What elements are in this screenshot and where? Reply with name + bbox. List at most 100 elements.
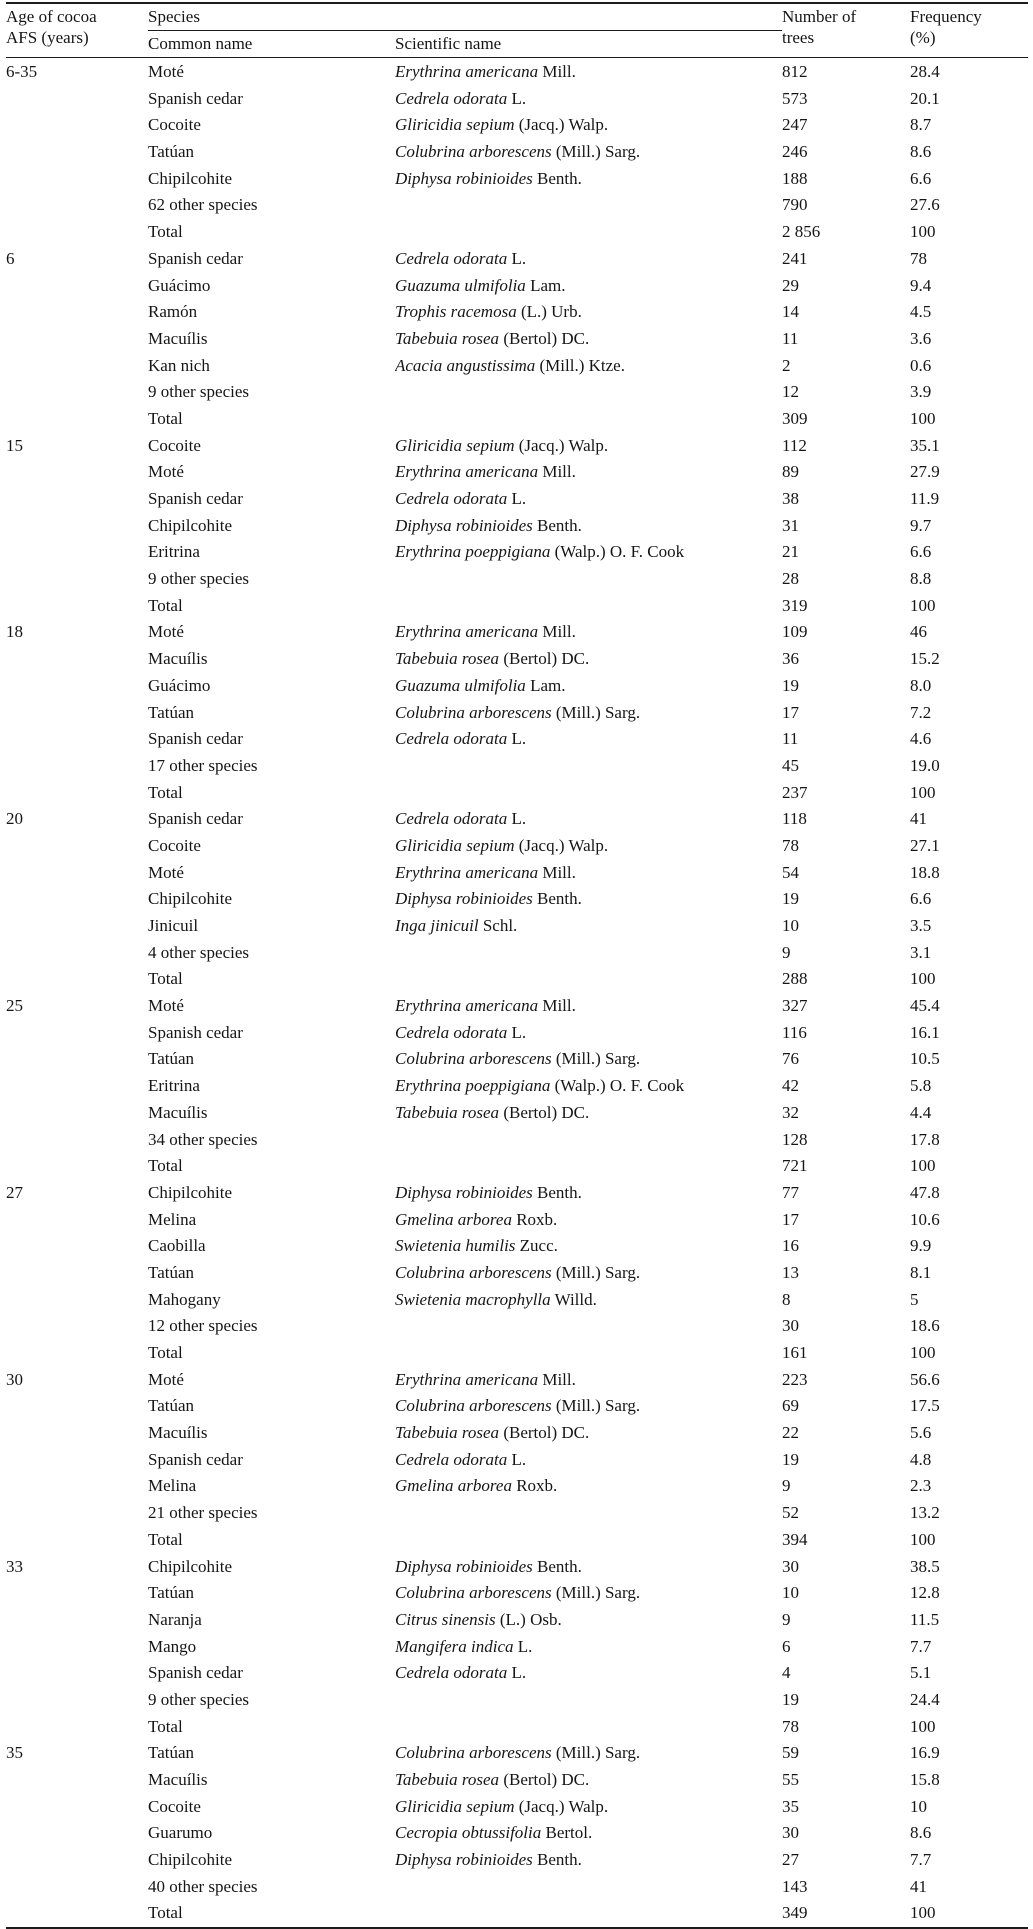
number-of-trees-cell: 30 xyxy=(782,1556,799,1576)
frequency-cell: 4.6 xyxy=(910,729,932,749)
scientific-name-cell: Tabebuia rosea (Bertol) DC. xyxy=(395,649,590,669)
frequency-cell: 56.6 xyxy=(910,1369,940,1389)
number-of-trees-cell: 2 856 xyxy=(782,222,821,242)
common-name-cell: Moté xyxy=(148,462,184,482)
common-name-cell: Tatúan xyxy=(148,1262,195,1282)
common-name-cell: Moté xyxy=(148,996,184,1016)
number-of-trees-cell: 288 xyxy=(782,969,808,989)
table-row: Chipilcohite Diphysa robinioides Benth. 18… xyxy=(6,166,1028,193)
scientific-name-binomial: Cedrela odorata xyxy=(395,729,508,749)
scientific-name-binomial: Colubrina arborescens xyxy=(395,142,552,162)
frequency-cell: 8.8 xyxy=(910,569,932,589)
number-of-trees-cell: 394 xyxy=(782,1529,808,1549)
scientific-name-binomial: Erythrina americana xyxy=(395,1369,539,1389)
number-of-trees-cell: 6 xyxy=(782,1636,791,1656)
age-cell xyxy=(6,219,148,246)
age-cell: 6 xyxy=(6,248,15,268)
frequency-cell: 38.5 xyxy=(910,1556,940,1576)
scientific-name-binomial: Diphysa robinioides xyxy=(395,168,533,188)
common-name-cell: Tatúan xyxy=(148,1583,195,1603)
scientific-name-cell: Citrus sinensis (L.) Osb. xyxy=(395,1609,562,1629)
age-cell xyxy=(6,1633,148,1660)
common-name-cell: Naranja xyxy=(148,1609,202,1629)
table-row: 20 Spanish cedar Cedrela odorata L. 118 41 xyxy=(6,806,1028,833)
table-row: Tatúan Colubrina arborescens (Mill.) Sarg… xyxy=(6,1260,1028,1287)
common-name-cell: Jinicuil xyxy=(148,916,199,935)
scientific-name-cell xyxy=(395,1714,782,1741)
number-of-trees-cell: 17 xyxy=(782,1209,799,1229)
number-of-trees-cell: 52 xyxy=(782,1503,799,1523)
age-cell: 27 xyxy=(6,1182,23,1202)
common-name-cell: 9 other species xyxy=(148,569,250,589)
scientific-name-cell: Trophis racemosa (L.) Urb. xyxy=(395,302,582,322)
scientific-name-cell: Cecropia obtussifolia Bertol. xyxy=(395,1823,593,1843)
age-cell xyxy=(6,886,148,913)
common-name-cell: Spanish cedar xyxy=(148,88,243,108)
header-scientific-name: Scientific name xyxy=(395,30,782,58)
common-name-cell: Cocoite xyxy=(148,1796,201,1816)
scientific-name-cell: Colubrina arborescens (Mill.) Sarg. xyxy=(395,1743,641,1763)
age-cell xyxy=(6,1580,148,1607)
common-name-cell: Spanish cedar xyxy=(148,1663,243,1683)
common-name-cell: Chipilcohite xyxy=(148,168,233,188)
number-of-trees-cell: 721 xyxy=(782,1156,808,1176)
scientific-name-binomial: Diphysa robinioides xyxy=(395,1556,533,1576)
scientific-name-binomial: Cedrela odorata xyxy=(395,88,508,108)
common-name-cell: Tatúan xyxy=(148,142,195,162)
frequency-cell: 8.6 xyxy=(910,1823,932,1843)
table-row: Total 237 100 xyxy=(6,779,1028,806)
table-row: Mango Mangifera indica L. 6 7.7 xyxy=(6,1633,1028,1660)
table-row: Kan nich Acacia angustissima (Mill.) Ktze… xyxy=(6,352,1028,379)
common-name-cell: Tatúan xyxy=(148,702,195,722)
scientific-name-binomial: Gmelina arborea xyxy=(395,1476,512,1496)
frequency-cell: 7.7 xyxy=(910,1850,932,1870)
frequency-cell: 7.2 xyxy=(910,702,932,722)
scientific-name-binomial: Tabebuia rosea xyxy=(395,649,500,669)
number-of-trees-cell: 12 xyxy=(782,382,799,402)
scientific-name-cell: Tabebuia rosea (Bertol) DC. xyxy=(395,328,590,348)
table-row: Chipilcohite Diphysa robinioides Benth. 31… xyxy=(6,513,1028,540)
table-row: 30 Moté Erythrina americana Mill. 223 56.6 xyxy=(6,1367,1028,1394)
age-cell xyxy=(6,699,148,726)
header-scientific-name-label: Scientific name xyxy=(395,34,502,53)
age-cell xyxy=(6,726,148,753)
scientific-name-binomial: Cecropia obtussifolia xyxy=(395,1823,542,1843)
scientific-name-cell: Tabebuia rosea (Bertol) DC. xyxy=(395,1770,590,1789)
age-cell xyxy=(6,593,148,620)
age-cell xyxy=(6,646,148,673)
common-name-cell: 62 other species xyxy=(148,195,258,215)
common-name-cell: Moté xyxy=(148,862,184,882)
common-name-cell: Cocoite xyxy=(148,835,201,855)
age-cell xyxy=(6,272,148,299)
age-cell: 20 xyxy=(6,809,23,829)
table-row: 9 other species 19 24.4 xyxy=(6,1687,1028,1714)
frequency-cell: 6.6 xyxy=(910,542,932,562)
scientific-name-binomial: Cedrela odorata xyxy=(395,489,508,508)
scientific-name-cell: Diphysa robinioides Benth. xyxy=(395,1850,582,1870)
scientific-name-binomial: Erythrina americana xyxy=(395,996,539,1016)
scientific-name-binomial: Erythrina americana xyxy=(395,462,539,482)
frequency-cell: 8.1 xyxy=(910,1262,932,1282)
common-name-cell: Eritrina xyxy=(148,1076,200,1096)
frequency-cell: 18.8 xyxy=(910,862,940,882)
table-row: Tatúan Colubrina arborescens (Mill.) Sarg… xyxy=(6,699,1028,726)
number-of-trees-cell: 78 xyxy=(782,1716,799,1736)
frequency-cell: 24.4 xyxy=(910,1689,940,1709)
scientific-name-cell xyxy=(395,753,782,780)
frequency-cell: 5.8 xyxy=(910,1076,932,1096)
scientific-name-binomial: Cedrela odorata xyxy=(395,248,508,268)
common-name-cell: 17 other species xyxy=(148,755,258,775)
age-cell xyxy=(6,112,148,139)
common-name-cell: Chipilcohite xyxy=(148,889,233,909)
number-of-trees-cell: 241 xyxy=(782,248,808,268)
table-row: Ramón Trophis racemosa (L.) Urb. 14 4.5 xyxy=(6,299,1028,326)
number-of-trees-cell: 38 xyxy=(782,489,799,508)
common-name-cell: Total xyxy=(148,1903,183,1923)
number-of-trees-cell: 319 xyxy=(782,595,808,615)
number-of-trees-cell: 22 xyxy=(782,1423,799,1443)
common-name-cell: Tatúan xyxy=(148,1743,195,1763)
common-name-cell: Total xyxy=(148,595,183,615)
scientific-name-cell: Tabebuia rosea (Bertol) DC. xyxy=(395,1423,590,1443)
age-cell xyxy=(6,166,148,193)
frequency-cell: 19.0 xyxy=(910,755,940,775)
